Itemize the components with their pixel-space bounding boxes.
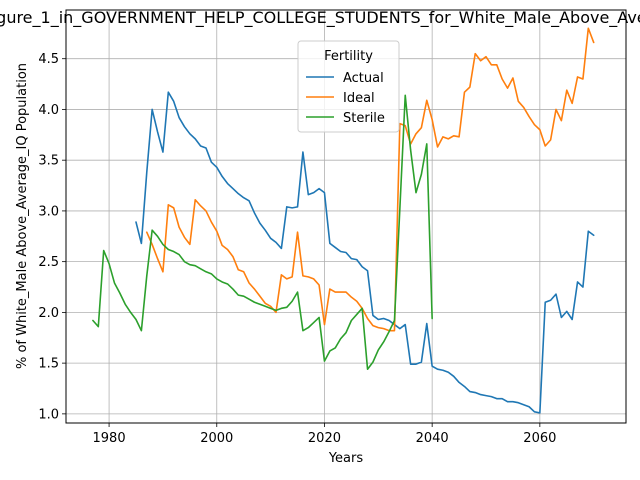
y-tick-label: 3.5 xyxy=(38,154,59,169)
y-tick-label: 1.5 xyxy=(38,357,59,372)
x-tick-label: 2060 xyxy=(523,431,556,446)
legend-title: Fertility xyxy=(324,49,373,64)
y-tick-label: 3.0 xyxy=(38,204,59,219)
legend-label-ideal: Ideal xyxy=(343,91,375,106)
x-tick-label: 2040 xyxy=(416,431,449,446)
y-axis-label: % of White_Male Above_Average_IQ Populat… xyxy=(15,63,30,369)
y-tick-label: 1.0 xyxy=(38,407,59,422)
y-tick-label: 2.5 xyxy=(38,255,59,270)
y-tick-label: 2.0 xyxy=(38,306,59,321)
chart-title: Figure_1_in_GOVERNMENT_HELP_COLLEGE_STUD… xyxy=(0,8,640,28)
x-tick-label: 2000 xyxy=(200,431,233,446)
y-tick-label: 4.0 xyxy=(38,103,59,118)
legend-label-actual: Actual xyxy=(343,71,384,86)
legend-label-sterile: Sterile xyxy=(343,111,385,126)
x-tick-label: 2020 xyxy=(308,431,341,446)
y-tick-label: 4.5 xyxy=(38,52,59,67)
legend: Fertility Actual Ideal Sterile xyxy=(298,41,399,132)
x-tick-label: 1980 xyxy=(93,431,126,446)
x-axis-label: Years xyxy=(328,451,364,466)
